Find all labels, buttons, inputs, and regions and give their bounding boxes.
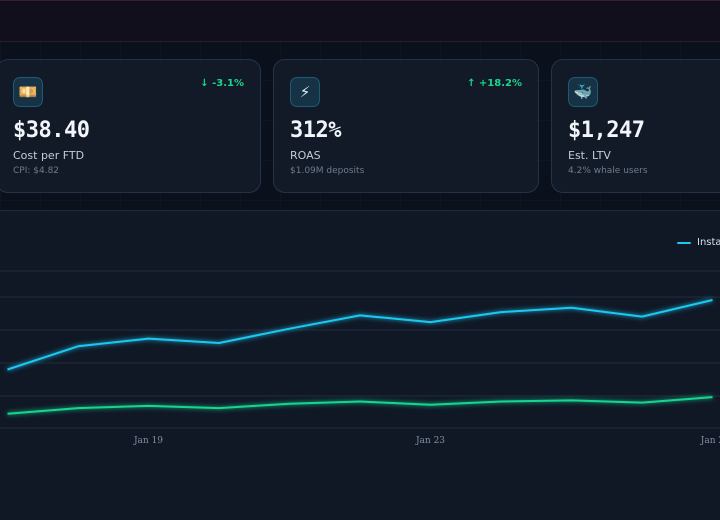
whale-icon: 🐳 [568,77,598,107]
kpi-subtext: CPI: $4.82 [13,166,60,176]
kpi-label: ROAS [290,149,321,162]
kpi-card-est-ltv[interactable]: 🐳 $1,247 Est. LTV 4.2% whale users [551,59,720,193]
x-tick-label: Jan 19 [133,436,163,446]
money-icon: 💴 [13,77,43,107]
kpi-value: $1,247 [568,118,645,143]
kpi-label: Est. LTV [568,149,611,162]
top-bar [0,0,720,42]
series-line-2 [7,396,713,415]
x-tick-label: Jan 2 [700,436,720,446]
change-badge: ↓ -3.1% [200,78,244,89]
chart-legend[interactable]: Insta [677,237,720,248]
legend-label: Insta [697,237,720,248]
legend-swatch [677,241,691,244]
kpi-card-cost-per-ftd[interactable]: 💴 ↓ -3.1% $38.40 Cost per FTD CPI: $4.82 [0,59,261,193]
kpi-label: Cost per FTD [13,149,85,162]
lightning-icon: ⚡ [290,77,320,107]
kpi-subtext: $1.09M deposits [290,166,365,176]
series-line-1 [7,299,713,371]
kpi-subtext: 4.2% whale users [568,166,648,176]
change-badge: ↑ +18.2% [467,78,522,89]
kpi-value: 312% [290,118,341,143]
kpi-card-roas[interactable]: ⚡ ↑ +18.2% 312% ROAS $1.09M deposits [273,59,539,193]
x-tick-label: Jan 23 [415,436,445,446]
chart-panel [0,210,720,520]
chart-title: d [0,228,1,242]
kpi-value: $38.40 [13,118,90,143]
